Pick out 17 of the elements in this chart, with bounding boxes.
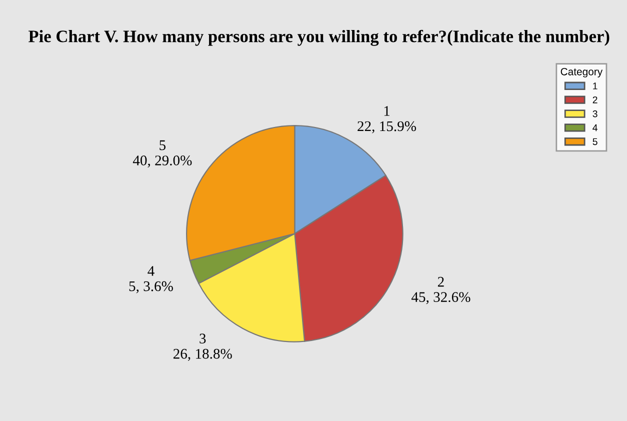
slice-label: 5 <box>160 140 166 150</box>
data-label: 22, 15.9% <box>358 121 416 134</box>
legend-title: Category <box>560 68 603 78</box>
slice-label: 3 <box>200 334 206 344</box>
data-label: 5, 3.6% <box>129 281 173 294</box>
slice-label: 4 <box>148 266 154 276</box>
legend-label: 2 <box>592 96 598 104</box>
legend-label: 1 <box>593 82 598 90</box>
data-label: 26, 18.8% <box>174 348 232 361</box>
chart-title: Pie Chart V. How many persons are you willing to refer?(Indicate the number) <box>28 30 610 46</box>
data-label: 40, 29.0% <box>132 156 192 168</box>
data-label: 45, 32.6% <box>411 292 470 304</box>
legend-label: 3 <box>592 110 598 118</box>
legend-label: 4 <box>592 124 598 132</box>
slice-label: 1 <box>384 106 390 116</box>
legend-label: 5 <box>592 138 598 146</box>
slice-label: 2 <box>438 276 444 287</box>
